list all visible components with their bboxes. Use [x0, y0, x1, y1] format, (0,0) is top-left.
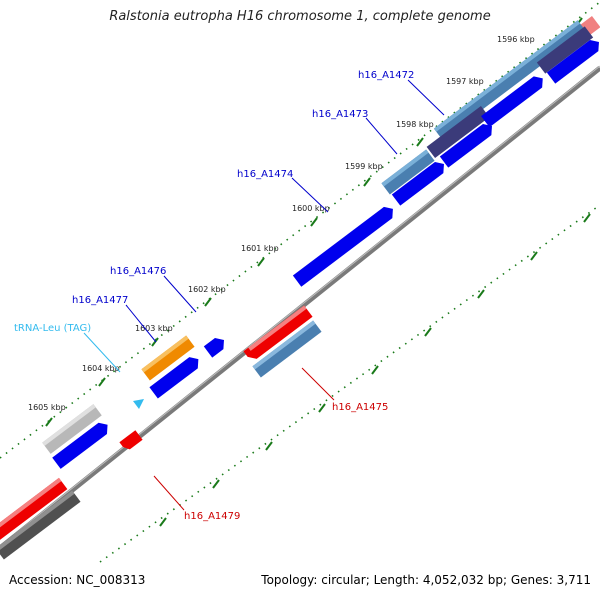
kbp-label-1601: 1601 kbp — [241, 244, 279, 253]
leader-a1475 — [301, 367, 335, 401]
inner-major-ticks — [159, 213, 591, 527]
forward-gene-left[interactable] — [52, 419, 112, 469]
kbp-label-1600: 1600 kbp — [292, 204, 330, 213]
gene-label-a1475[interactable]: h16_A1475 — [332, 402, 388, 413]
kbp-label-1599: 1599 kbp — [345, 162, 383, 171]
orange-feature[interactable] — [141, 335, 195, 381]
forward-gene-3[interactable] — [439, 120, 496, 168]
leader-a1474 — [291, 177, 329, 213]
leader-trna — [83, 332, 121, 373]
outer-tick-track — [0, 1, 600, 459]
forward-gene-4[interactable] — [391, 158, 448, 206]
leader-a1472 — [407, 79, 445, 116]
gene-features — [0, 15, 600, 560]
leader-a1476 — [163, 275, 197, 313]
kbp-labels: 1596 kbp 1597 kbp 1598 kbp 1599 kbp 1600… — [28, 35, 535, 412]
reverse-gene-left-red[interactable] — [0, 477, 68, 543]
forward-gene-a1477[interactable] — [149, 354, 202, 399]
kbp-label-1598: 1598 kbp — [396, 120, 434, 129]
reverse-gene-left-darkgrey[interactable] — [0, 490, 81, 560]
length-value: 4,052,032 bp — [422, 573, 503, 587]
gene-label-a1472[interactable]: h16_A1472 — [358, 70, 414, 81]
gene-label-trna[interactable]: tRNA-Leu (TAG) — [14, 323, 91, 334]
leader-a1473 — [365, 117, 398, 155]
reverse-gene-a1475-red[interactable] — [243, 305, 313, 363]
forward-gene-a1476[interactable] — [203, 334, 228, 358]
gene-label-a1473[interactable]: h16_A1473 — [312, 109, 368, 120]
accession-info: Accession: NC_008313 — [9, 573, 145, 587]
genome-stats: Topology: circular; Length: 4,052,032 bp… — [261, 573, 591, 587]
trna-feature[interactable] — [132, 395, 147, 410]
forward-gene-a1474[interactable] — [292, 203, 397, 287]
topology-label: Topology: — [261, 573, 318, 587]
forward-gene-2[interactable] — [481, 73, 547, 128]
gene-feature-a1474-steel[interactable] — [381, 149, 435, 195]
kbp-label-1596: 1596 kbp — [497, 35, 535, 44]
kbp-label-1602: 1602 kbp — [188, 285, 226, 294]
genes-label: Genes: — [510, 573, 553, 587]
gene-label-a1474[interactable]: h16_A1474 — [237, 169, 293, 180]
leader-a1479 — [153, 475, 185, 511]
kbp-label-1603: 1603 kbp — [135, 324, 173, 333]
kbp-label-1597: 1597 kbp — [446, 77, 484, 86]
topology-value: circular — [321, 573, 366, 587]
accession-label: Accession: — [9, 573, 73, 587]
separator-2: ; — [502, 573, 508, 587]
reverse-gene-a1475-steel[interactable] — [252, 320, 322, 378]
outer-minor-ticks — [0, 1, 600, 459]
gene-label-a1477[interactable]: h16_A1477 — [72, 295, 128, 306]
kbp-label-1605: 1605 kbp — [28, 403, 66, 412]
gene-labels: h16_A1472 h16_A1473 h16_A1474 h16_A1476 … — [14, 70, 414, 522]
map-title: Ralstonia eutropha H16 chromosome 1, com… — [109, 9, 491, 24]
genes-value: 3,711 — [556, 573, 591, 587]
gene-feature-a1472-steel[interactable] — [433, 20, 587, 140]
grey-feature[interactable] — [42, 404, 102, 454]
label-leaders — [83, 79, 445, 511]
leader-a1477 — [125, 304, 157, 343]
separator-1: ; — [365, 573, 370, 587]
kbp-label-1604: 1604 kbp — [82, 364, 120, 373]
gene-label-a1479[interactable]: h16_A1479 — [184, 511, 240, 522]
reverse-gene-a1479[interactable] — [119, 430, 143, 452]
gene-feature-a1473-dark[interactable] — [426, 105, 490, 159]
gene-feature-a1472-dark[interactable] — [536, 26, 594, 74]
accession-value: NC_008313 — [76, 573, 146, 587]
forward-gene-1[interactable] — [546, 36, 600, 84]
gene-label-a1476[interactable]: h16_A1476 — [110, 266, 166, 277]
length-label: Length: — [373, 573, 420, 587]
genome-backbone — [0, 65, 600, 550]
